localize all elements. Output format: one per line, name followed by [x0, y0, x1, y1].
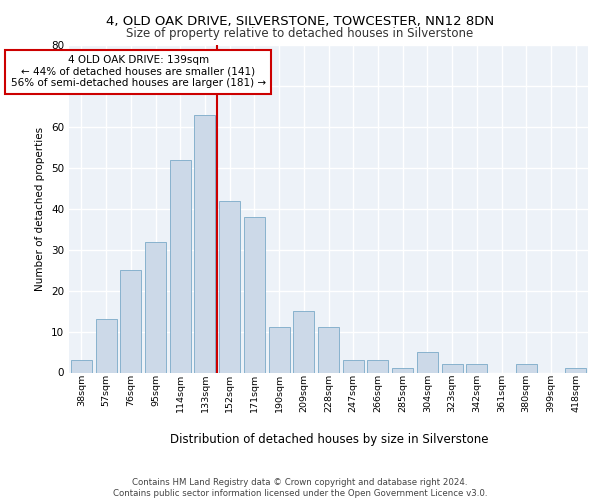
Bar	[293, 311, 314, 372]
Bar	[442, 364, 463, 372]
Bar	[120, 270, 141, 372]
Bar	[417, 352, 438, 372]
Text: Size of property relative to detached houses in Silverstone: Size of property relative to detached ho…	[127, 28, 473, 40]
Bar	[343, 360, 364, 372]
Bar	[145, 242, 166, 372]
Bar	[194, 114, 215, 372]
Bar	[318, 328, 339, 372]
Text: 4 OLD OAK DRIVE: 139sqm
← 44% of detached houses are smaller (141)
56% of semi-d: 4 OLD OAK DRIVE: 139sqm ← 44% of detache…	[11, 55, 266, 88]
Bar	[367, 360, 388, 372]
Bar	[466, 364, 487, 372]
Bar	[392, 368, 413, 372]
Bar	[170, 160, 191, 372]
Text: 4, OLD OAK DRIVE, SILVERSTONE, TOWCESTER, NN12 8DN: 4, OLD OAK DRIVE, SILVERSTONE, TOWCESTER…	[106, 15, 494, 28]
Bar	[95, 320, 116, 372]
Bar	[71, 360, 92, 372]
Bar	[516, 364, 537, 372]
Bar	[269, 328, 290, 372]
Text: Contains HM Land Registry data © Crown copyright and database right 2024.
Contai: Contains HM Land Registry data © Crown c…	[113, 478, 487, 498]
Bar	[244, 217, 265, 372]
Y-axis label: Number of detached properties: Number of detached properties	[35, 126, 46, 291]
Text: Distribution of detached houses by size in Silverstone: Distribution of detached houses by size …	[170, 432, 488, 446]
Bar	[219, 200, 240, 372]
Bar	[565, 368, 586, 372]
